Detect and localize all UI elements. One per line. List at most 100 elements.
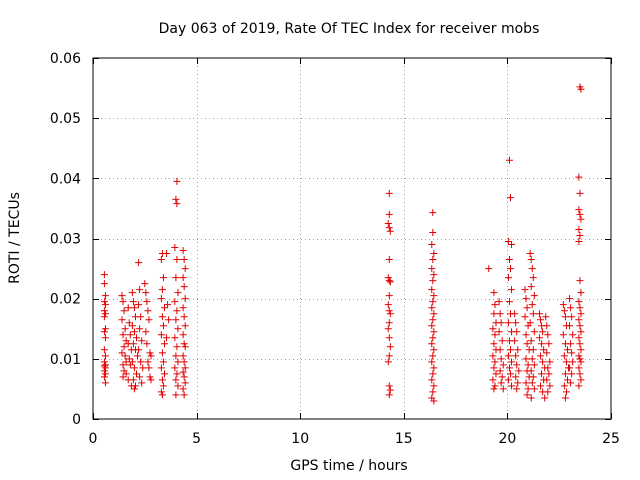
data-point <box>507 346 515 354</box>
data-point <box>179 352 187 360</box>
data-point <box>146 349 154 357</box>
data-point <box>577 215 585 223</box>
data-point <box>496 346 504 354</box>
data-point <box>530 328 538 336</box>
data-point <box>119 331 127 339</box>
data-point <box>527 394 535 402</box>
data-point <box>575 225 583 233</box>
data-point <box>428 304 436 312</box>
data-point <box>576 304 584 312</box>
data-point <box>542 313 550 321</box>
data-point <box>101 370 109 378</box>
data-point <box>385 292 393 300</box>
data-point <box>576 322 584 330</box>
data-point <box>577 85 585 93</box>
data-point <box>137 358 145 366</box>
data-point <box>160 340 168 348</box>
data-point <box>138 379 146 387</box>
data-point <box>384 325 392 333</box>
data-point <box>181 379 189 387</box>
data-point <box>491 301 499 309</box>
data-point <box>143 340 151 348</box>
data-point <box>158 313 166 321</box>
data-point <box>430 328 438 336</box>
x-axis-label: GPS time / hours <box>290 458 407 474</box>
data-point <box>134 352 142 360</box>
data-point <box>430 310 438 318</box>
data-point <box>524 385 532 393</box>
data-point <box>158 376 166 384</box>
data-point <box>386 278 394 286</box>
data-point <box>576 210 584 218</box>
data-point <box>118 316 126 324</box>
data-point <box>121 325 129 333</box>
data-point <box>172 274 180 282</box>
data-point <box>385 277 393 285</box>
data-point <box>491 382 499 390</box>
data-point <box>174 382 182 390</box>
x-tick-label: 25 <box>602 431 620 447</box>
data-point <box>128 358 136 366</box>
data-point <box>120 307 128 315</box>
data-point <box>485 265 493 273</box>
data-point <box>172 352 180 360</box>
y-tick-label: 0.05 <box>50 111 81 127</box>
data-point <box>508 241 516 249</box>
data-point <box>429 256 437 264</box>
x-tick-label: 15 <box>395 431 413 447</box>
data-point <box>100 307 108 315</box>
data-point <box>546 358 554 366</box>
data-point <box>179 331 187 339</box>
data-points <box>100 83 585 405</box>
data-point <box>489 376 497 384</box>
x-tick-label: 0 <box>89 431 98 447</box>
data-point <box>130 364 138 372</box>
data-point <box>126 331 134 339</box>
grid <box>93 58 611 419</box>
data-point <box>130 385 138 393</box>
data-point <box>430 271 438 279</box>
data-point <box>100 313 108 321</box>
data-point <box>568 370 576 378</box>
data-point <box>385 210 393 218</box>
data-point <box>567 304 575 312</box>
data-point <box>125 355 133 363</box>
data-point <box>539 358 547 366</box>
data-point <box>513 385 521 393</box>
data-point <box>172 376 180 384</box>
data-point <box>429 370 437 378</box>
data-point <box>544 364 552 372</box>
data-point <box>512 319 520 327</box>
data-point <box>122 358 130 366</box>
data-point <box>528 301 536 309</box>
data-point <box>523 391 531 399</box>
data-point <box>384 274 392 282</box>
data-point <box>428 358 436 366</box>
data-point <box>172 391 180 399</box>
data-point <box>100 298 108 306</box>
data-point <box>513 328 521 336</box>
data-point <box>118 292 126 300</box>
data-point <box>133 370 141 378</box>
data-point <box>529 310 537 318</box>
data-point <box>146 373 154 381</box>
data-point <box>171 244 179 252</box>
data-point <box>181 343 189 351</box>
data-point <box>524 361 532 369</box>
data-point <box>514 379 522 387</box>
tick-labels: 0 5 10 15 20 25 0 0.01 0.02 0.03 0.04 0.05 0.06 <box>50 51 620 447</box>
data-point <box>173 256 181 264</box>
data-point <box>505 298 513 306</box>
data-point <box>429 298 437 306</box>
data-point <box>522 331 530 339</box>
data-point <box>497 379 505 387</box>
data-point <box>130 328 138 336</box>
data-point <box>100 373 108 381</box>
data-point <box>144 358 152 366</box>
data-point <box>545 340 553 348</box>
data-point <box>131 382 139 390</box>
data-point <box>514 346 522 354</box>
data-point <box>119 298 127 306</box>
data-point <box>498 337 506 345</box>
